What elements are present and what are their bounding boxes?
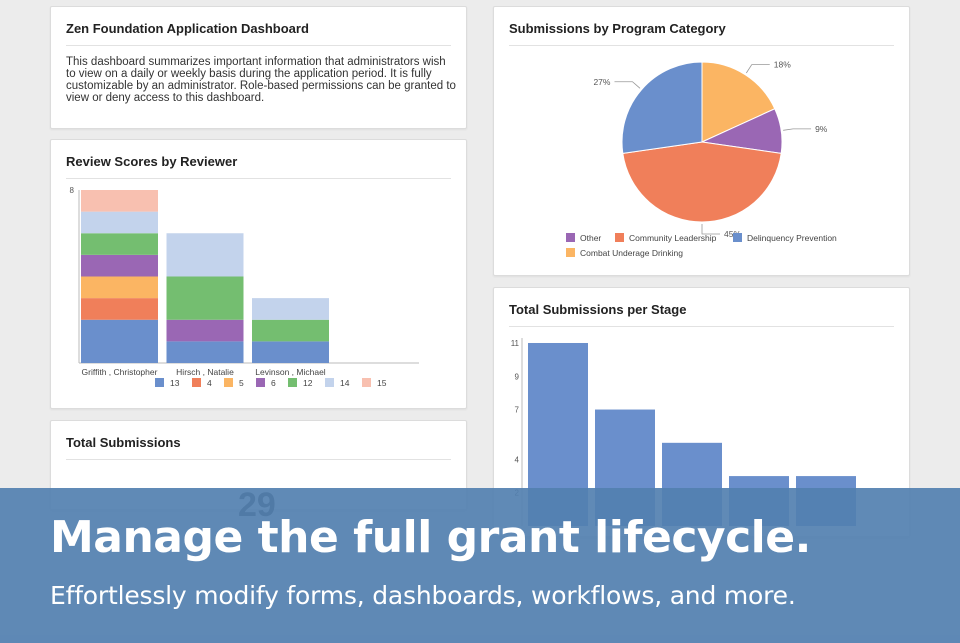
legend-label: 12 bbox=[303, 378, 313, 388]
bar-segment bbox=[252, 341, 329, 363]
x-tick-label: Griffith , Christopher bbox=[82, 367, 158, 377]
legend-swatch bbox=[192, 378, 201, 387]
y-tick-label: 8 bbox=[70, 186, 75, 195]
legend-label: 5 bbox=[239, 378, 244, 388]
pie-percent-label: 45% bbox=[724, 229, 741, 239]
bar-segment bbox=[81, 298, 158, 320]
pie-slice bbox=[701, 61, 776, 143]
bar-segment bbox=[81, 190, 158, 212]
program-category-title: Submissions by Program Category bbox=[509, 21, 894, 46]
info-card: Zen Foundation Application Dashboard Thi… bbox=[50, 6, 467, 129]
review-scores-card: Review Scores by Reviewer 8 Griffith , Ch… bbox=[50, 139, 467, 409]
legend-label: Combat Underage Drinking bbox=[580, 248, 683, 258]
y-tick-label: 7 bbox=[515, 406, 520, 415]
review-scores-chart: 8 Griffith , Christopher Hirsch , Natalie L… bbox=[70, 186, 419, 388]
bar-segment bbox=[166, 319, 244, 342]
total-submissions-title: Total Submissions bbox=[66, 435, 451, 460]
pie-leader-line bbox=[745, 64, 770, 74]
pie-slice bbox=[622, 141, 782, 223]
pie-percent-label: 9% bbox=[815, 124, 828, 134]
legend-swatch bbox=[566, 248, 575, 257]
review-scores-title: Review Scores by Reviewer bbox=[66, 154, 451, 179]
bar-segment bbox=[81, 211, 158, 234]
bar-segment bbox=[81, 254, 158, 277]
bar-segment bbox=[166, 276, 244, 320]
legend-label: 13 bbox=[170, 378, 180, 388]
program-category-card: Submissions by Program Category 18% 9% 45%… bbox=[493, 6, 910, 276]
bar-segment bbox=[81, 276, 158, 299]
bar-segment bbox=[81, 319, 158, 363]
legend-label: 4 bbox=[207, 378, 212, 388]
pie-leader-line bbox=[783, 128, 812, 131]
x-tick-label: Hirsch , Natalie bbox=[176, 367, 234, 377]
legend-swatch bbox=[224, 378, 233, 387]
legend-label: 15 bbox=[377, 378, 387, 388]
legend-swatch bbox=[155, 378, 164, 387]
stage-submissions-title: Total Submissions per Stage bbox=[509, 302, 894, 327]
x-tick-label: Levinson , Michael bbox=[255, 367, 326, 377]
bar-segment bbox=[252, 319, 329, 342]
legend-swatch bbox=[325, 378, 334, 387]
y-tick-label: 4 bbox=[515, 455, 520, 464]
banner-headline: Manage the full grant lifecycle. bbox=[50, 512, 811, 563]
info-card-title: Zen Foundation Application Dashboard bbox=[66, 21, 451, 46]
pie-leader-line bbox=[701, 224, 720, 235]
program-category-chart: 18% 9% 45% 27% Other Community Leadership Deli… bbox=[566, 60, 837, 258]
legend-label: 14 bbox=[340, 378, 350, 388]
legend-swatch bbox=[288, 378, 297, 387]
promo-banner bbox=[0, 488, 960, 643]
bar-segment bbox=[166, 341, 244, 363]
bar-segment bbox=[81, 233, 158, 255]
legend-swatch bbox=[733, 233, 742, 242]
bar-segment bbox=[252, 298, 329, 320]
pie-slice bbox=[621, 61, 703, 154]
legend-swatch bbox=[566, 233, 575, 242]
pie-leader-line bbox=[614, 81, 641, 89]
bar-segment bbox=[166, 233, 244, 277]
banner-subline: Effortlessly modify forms, dashboards, w… bbox=[50, 581, 796, 610]
pie-percent-label: 18% bbox=[774, 60, 791, 70]
legend-label: Other bbox=[580, 233, 601, 243]
y-tick-label: 9 bbox=[515, 372, 520, 381]
pie-percent-label: 27% bbox=[593, 77, 610, 87]
y-tick-label: 11 bbox=[511, 339, 520, 348]
legend-label: 6 bbox=[271, 378, 276, 388]
legend-label: Delinquency Prevention bbox=[747, 233, 837, 243]
info-card-description: This dashboard summarizes important info… bbox=[66, 56, 456, 104]
legend-swatch bbox=[615, 233, 624, 242]
legend-swatch bbox=[256, 378, 265, 387]
legend-label: Community Leadership bbox=[629, 233, 717, 243]
legend-swatch bbox=[362, 378, 371, 387]
